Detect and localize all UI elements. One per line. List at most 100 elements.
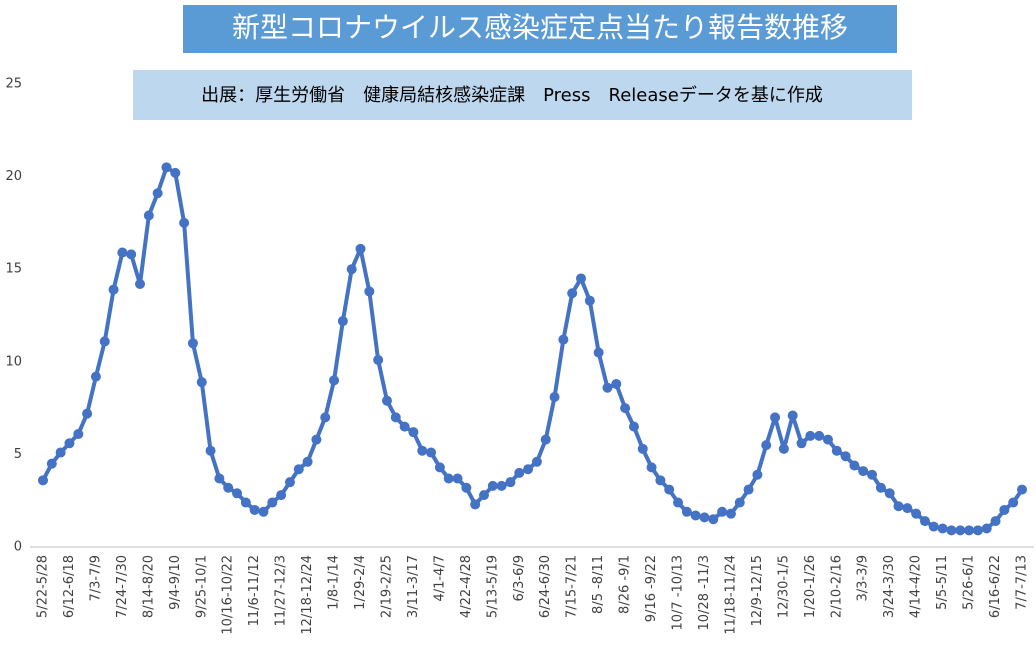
y-tick-label: 0 [14,540,22,555]
x-tick-label: 6/12-6/18 [62,555,77,618]
x-tick-label: 7/7-7/13 [1015,555,1030,610]
data-point [320,412,331,423]
data-point [770,412,781,423]
data-point [381,395,392,406]
data-point [1008,497,1019,508]
chart-title: 新型コロナウイルス感染症定点当たり報告数推移 [232,11,848,44]
data-point [602,382,613,393]
x-tick-label: 9/4-9/10 [168,555,183,610]
data-point [434,462,445,473]
y-tick-label: 10 [5,354,22,369]
data-point [549,391,560,402]
x-tick-label: 8/26 -9/1 [618,555,633,614]
data-point [505,477,516,488]
x-tick-label: 5/5-5/11 [935,555,950,610]
data-point [214,473,225,484]
data-point [452,473,463,484]
data-point [955,525,966,536]
data-point [399,421,410,432]
x-tick-label: 4/22-4/28 [459,555,474,618]
data-point [1017,484,1027,495]
data-point [611,379,622,390]
x-tick-label: 5/26-6/1 [962,555,977,610]
y-tick-label: 5 [14,447,22,462]
data-point [329,375,340,386]
data-point [902,503,913,514]
data-point [937,523,948,534]
data-point [117,247,128,258]
y-tick-label: 20 [5,169,22,184]
data-point [408,427,419,438]
data-point [699,512,710,523]
data-point [964,525,975,536]
x-tick-label: 6/16-6/22 [988,555,1003,618]
data-point [725,508,736,519]
data-point [443,473,454,484]
data-point [761,440,772,451]
data-point [796,438,807,449]
x-tick-label: 12/18-12/24 [300,555,315,635]
x-tick-label: 5/13-5/19 [485,555,500,618]
data-point [302,456,313,467]
data-point [126,249,137,260]
x-tick-label: 10/28 -11/3 [697,555,712,630]
data-point [655,475,666,486]
x-tick-label: 6/24-6/30 [538,555,553,618]
x-tick-label: 2/19-2/25 [379,555,394,618]
data-point [311,434,322,445]
subtitle-box [133,70,912,120]
x-tick-label: 4/1-4/7 [432,555,447,602]
data-point [778,443,789,454]
data-point [196,377,207,388]
data-point [240,497,251,508]
data-point [840,451,851,462]
data-point [478,490,489,501]
data-point [161,162,172,173]
data-point [276,490,287,501]
x-tick-label: 10/16-10/22 [221,555,236,635]
data-point [152,188,163,199]
chart-subtitle: 出展：厚生労働省 健康局結核感染症課 Press Releaseデータを基に作成 [201,85,823,106]
data-point [540,434,551,445]
data-point [584,295,595,306]
data-point [170,167,181,178]
data-point [867,469,878,480]
data-point [831,445,842,456]
data-point [64,438,75,449]
data-point [46,458,57,469]
data-point [73,429,84,440]
data-point [620,403,631,414]
data-point [875,482,886,493]
data-point [717,506,728,517]
data-point [355,243,366,254]
data-point [55,447,66,458]
data-point [284,477,295,488]
x-tick-label: 2/10-2/16 [829,555,844,618]
data-point [514,467,525,478]
data-point [787,410,798,421]
data-point [734,497,745,508]
data-point [205,445,216,456]
data-point [531,456,542,467]
data-point [743,484,754,495]
data-point [187,338,198,349]
data-point [496,480,507,491]
x-tick-label: 1/29-2/4 [353,555,368,610]
y-tick-label: 15 [5,262,22,277]
data-point [884,488,895,499]
data-point [461,482,472,493]
data-point [708,514,719,525]
data-point [258,506,269,517]
data-point [681,506,692,517]
data-point [90,371,101,382]
data-point [593,347,604,358]
data-point [911,508,922,519]
data-point [972,525,983,536]
data-point [919,516,930,527]
x-tick-label: 11/27-12/3 [274,555,289,626]
data-point [364,286,375,297]
x-tick-label: 5/22-5/28 [36,555,51,618]
data-point [673,497,684,508]
x-tick-label: 7/24-7/30 [115,555,130,618]
